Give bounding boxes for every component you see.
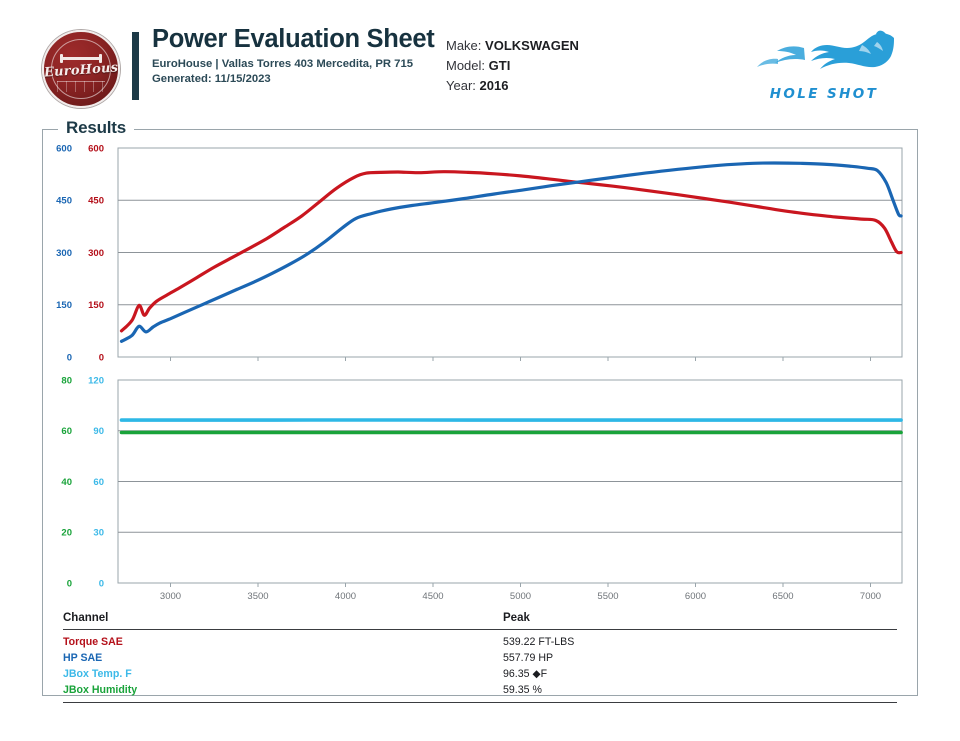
x-axis-label: 5500	[597, 591, 618, 602]
vehicle-make-label: Make:	[446, 38, 482, 53]
table-row: HP SAE 557.79 HP	[63, 650, 897, 666]
y-axis-label: 300	[88, 248, 104, 259]
y-axis-label: 60	[61, 426, 72, 437]
vehicle-model-label: Model:	[446, 57, 486, 73]
x-axis-label: 3000	[160, 591, 181, 602]
channel-peak-table: Channel Peak Torque SAE 539.22 FT-LBS HP S…	[63, 612, 897, 704]
y-axis-label: 0	[67, 578, 72, 589]
column-header-channel: Channel	[63, 612, 109, 624]
vehicle-info: Make: VOLKSWAGEN Model: GTI Year: 2016	[446, 36, 726, 95]
y-axis-label: 600	[88, 143, 104, 154]
title-accent-rule	[132, 32, 139, 100]
table-row: JBox Temp. F 96.35 ◆F	[63, 666, 897, 682]
y-axis-label: 30	[93, 528, 104, 539]
temp-humidity-plot: 0 20 40 60 80 0 30 60 90 120 3000 3500 4000 4500 5000 5…	[61, 375, 903, 602]
column-header-peak: Peak	[503, 612, 530, 624]
sheet-header: EuroHouse Power Evaluation Sheet EuroHou…	[36, 26, 926, 112]
y-axis-label: 40	[61, 477, 72, 488]
temp-humidity-chart: 0 20 40 60 80 0 30 60 90 120 3000 3500 4000 4500 5000 5…	[42, 365, 918, 610]
y-axis-label: 120	[88, 375, 104, 386]
y-axis-label: 150	[88, 300, 104, 311]
y-axis-label: 0	[67, 352, 72, 363]
results-legend-label: Results	[58, 118, 135, 138]
x-axis-label: 6000	[685, 591, 706, 602]
logo-plinth	[57, 81, 105, 92]
cell-channel: HP SAE	[63, 652, 103, 665]
y-axis-label: 0	[99, 578, 104, 589]
power-torque-chart: 0150300450600015030045060030003500400045…	[42, 133, 918, 365]
vehicle-model-value: GTI	[488, 57, 511, 73]
table-header-row: Channel Peak	[63, 612, 897, 630]
y-axis-label: 450	[56, 196, 72, 207]
vehicle-make-row: Make: VOLKSWAGEN	[446, 36, 726, 56]
cell-channel: JBox Humidity	[63, 684, 138, 697]
cell-peak: 96.35 ◆F	[503, 668, 548, 681]
y-axis-label: 450	[88, 196, 104, 207]
power-torque-plot: 0150300450600015030045060030003500400045…	[56, 143, 903, 363]
brand-wordmark: HOLE SHOT	[769, 86, 879, 102]
title-block: Power Evaluation Sheet EuroHouse | Valla…	[152, 26, 482, 85]
cell-peak: 539.22 FT-LBS	[503, 636, 575, 648]
vehicle-model-row: Model: GTI	[446, 56, 726, 76]
x-axis-label: 5000	[510, 591, 531, 602]
logo-bar-icon	[60, 54, 102, 63]
table-body: Torque SAE 539.22 FT-LBS HP SAE 557.79 HP JB…	[63, 630, 897, 704]
x-axis-label: 4000	[335, 591, 356, 602]
cell-channel: JBox Temp. F	[63, 668, 132, 681]
x-axis-label: 3500	[247, 591, 268, 602]
y-axis-label: 60	[93, 477, 104, 488]
series-line	[119, 170, 903, 333]
y-axis-label: 90	[93, 426, 104, 437]
y-axis-label: 300	[56, 248, 72, 259]
cell-peak: 557.79 HP	[503, 652, 554, 665]
table-row: Torque SAE 539.22 FT-LBS	[63, 634, 897, 650]
logo-ring	[51, 39, 111, 99]
y-axis-label: 20	[61, 528, 72, 539]
table-row: JBox Humidity 59.35 %	[63, 682, 897, 698]
page-title: Power Evaluation Sheet	[152, 25, 435, 53]
hole-shot-brand: HOLE SHOT	[744, 28, 904, 104]
vehicle-year-value: 2016	[479, 77, 509, 93]
y-axis-label: 0	[99, 352, 104, 363]
vehicle-make-value: VOLKSWAGEN	[485, 38, 579, 53]
y-axis-label: 150	[56, 300, 72, 311]
series-line	[119, 161, 903, 343]
generated-date: Generated: 11/15/2023	[152, 72, 271, 85]
x-axis-label: 7000	[860, 591, 881, 602]
cell-peak: 59.35 %	[503, 684, 542, 697]
eurohouse-logo: EuroHouse	[42, 30, 120, 108]
cell-channel: Torque SAE	[63, 636, 123, 648]
x-axis-label: 6500	[772, 591, 793, 602]
running-horse-icon	[757, 30, 894, 69]
x-axis-label: 4500	[422, 591, 443, 602]
y-axis-label: 600	[56, 143, 72, 154]
shop-address: EuroHouse | Vallas Torres 403 Mercedita,…	[152, 57, 414, 70]
y-axis-label: 80	[61, 375, 72, 386]
vehicle-year-row: Year: 2016	[446, 76, 726, 96]
vehicle-year-label: Year:	[446, 77, 476, 93]
